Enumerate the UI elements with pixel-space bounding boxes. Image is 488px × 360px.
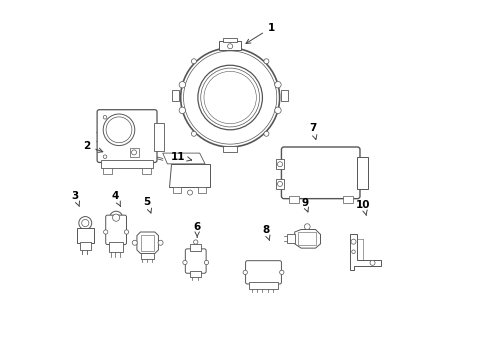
Text: 1: 1	[245, 23, 274, 44]
Text: 8: 8	[262, 225, 269, 240]
Polygon shape	[280, 90, 287, 101]
Ellipse shape	[201, 68, 259, 127]
Circle shape	[193, 240, 198, 244]
Circle shape	[103, 230, 108, 234]
Circle shape	[264, 131, 268, 136]
Polygon shape	[77, 228, 93, 243]
Bar	[298, 232, 316, 245]
Ellipse shape	[205, 73, 254, 122]
Circle shape	[227, 44, 232, 49]
Circle shape	[350, 239, 355, 244]
Text: 2: 2	[83, 141, 102, 152]
Circle shape	[103, 155, 106, 158]
Circle shape	[131, 150, 136, 155]
Bar	[129, 148, 139, 157]
Circle shape	[227, 146, 232, 151]
Bar	[249, 282, 277, 289]
Ellipse shape	[216, 84, 244, 111]
FancyBboxPatch shape	[105, 215, 126, 244]
Bar	[140, 253, 154, 259]
Circle shape	[109, 211, 122, 224]
Ellipse shape	[103, 114, 135, 145]
Polygon shape	[223, 146, 237, 152]
Bar	[154, 123, 164, 151]
Circle shape	[187, 190, 192, 195]
Circle shape	[103, 116, 106, 119]
Circle shape	[81, 220, 89, 226]
Bar	[276, 179, 284, 189]
Polygon shape	[137, 232, 158, 253]
Bar	[289, 196, 299, 203]
FancyBboxPatch shape	[245, 261, 281, 284]
Circle shape	[183, 260, 187, 265]
Ellipse shape	[198, 65, 262, 130]
Bar	[357, 157, 367, 189]
Circle shape	[274, 81, 281, 88]
Bar	[140, 234, 154, 251]
Text: 4: 4	[111, 191, 121, 207]
Ellipse shape	[212, 80, 247, 115]
Circle shape	[112, 214, 120, 221]
Ellipse shape	[106, 117, 132, 143]
Circle shape	[158, 240, 163, 245]
Bar	[190, 244, 201, 251]
Bar	[198, 187, 205, 193]
Polygon shape	[169, 164, 210, 187]
Text: 11: 11	[171, 152, 191, 162]
Bar	[80, 242, 90, 250]
Circle shape	[351, 250, 355, 253]
Text: 5: 5	[143, 197, 151, 213]
Bar	[172, 187, 180, 193]
Ellipse shape	[203, 71, 256, 124]
Circle shape	[79, 217, 92, 229]
Ellipse shape	[180, 48, 279, 147]
Circle shape	[264, 59, 268, 64]
Bar	[276, 159, 284, 169]
Circle shape	[277, 162, 282, 167]
Text: 10: 10	[356, 200, 370, 216]
Circle shape	[132, 240, 137, 245]
Circle shape	[277, 181, 282, 186]
Polygon shape	[163, 153, 204, 164]
Bar	[223, 38, 237, 42]
Text: 7: 7	[308, 123, 316, 140]
Polygon shape	[102, 168, 112, 174]
FancyBboxPatch shape	[281, 147, 359, 199]
Circle shape	[204, 260, 208, 265]
Ellipse shape	[207, 75, 252, 120]
Text: 9: 9	[301, 198, 308, 212]
Bar	[190, 271, 201, 277]
Ellipse shape	[183, 51, 276, 144]
Circle shape	[274, 107, 281, 113]
Circle shape	[304, 224, 309, 229]
Polygon shape	[349, 234, 380, 270]
Circle shape	[179, 81, 185, 88]
Polygon shape	[171, 90, 179, 101]
FancyBboxPatch shape	[185, 249, 206, 273]
Bar	[219, 41, 241, 50]
Polygon shape	[142, 168, 151, 174]
Bar	[343, 196, 352, 203]
Polygon shape	[286, 234, 294, 243]
Text: 6: 6	[193, 222, 201, 237]
Circle shape	[124, 230, 128, 234]
Circle shape	[279, 270, 284, 274]
Circle shape	[191, 59, 196, 64]
Bar	[101, 160, 153, 168]
Text: 3: 3	[71, 191, 80, 207]
Bar	[109, 242, 122, 252]
Circle shape	[369, 260, 374, 265]
Circle shape	[191, 131, 196, 136]
Circle shape	[243, 270, 247, 274]
Polygon shape	[294, 229, 320, 248]
FancyBboxPatch shape	[97, 110, 157, 162]
Circle shape	[179, 107, 185, 113]
